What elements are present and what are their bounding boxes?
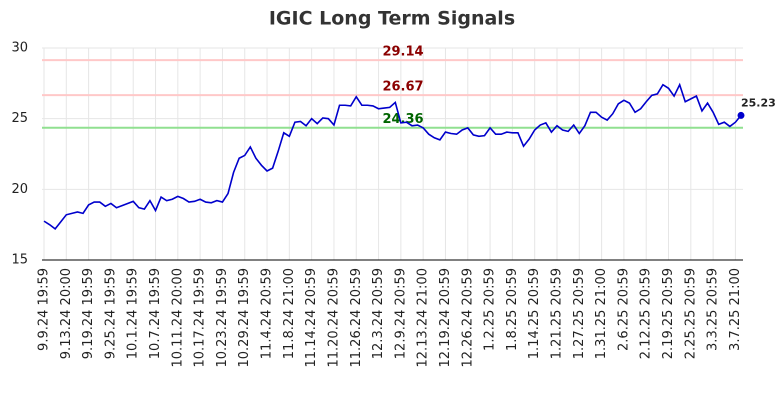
x-tick-label: 10.11.24 20:00	[170, 268, 185, 368]
x-tick-label: 9.25.24 19:59	[103, 268, 118, 359]
x-tick-label: 1.2.25 20:59	[483, 268, 498, 351]
x-tick-label: 3.3.25 20:59	[706, 268, 721, 351]
x-tick-label: 10.1.24 19:59	[126, 268, 141, 359]
price-line	[43, 82, 742, 231]
x-tick-label: 1.14.25 20:59	[527, 268, 542, 359]
x-tick-label: 12.26.24 20:59	[460, 268, 475, 368]
x-tick-label: 9.13.24 20:00	[59, 268, 74, 359]
x-tick-label: 2.6.25 20:59	[616, 268, 631, 351]
last-value-label: 25.23	[741, 96, 776, 109]
x-tick-label: 1.8.25 20:59	[505, 268, 520, 351]
x-tick-label: 2.19.25 20:59	[661, 268, 676, 359]
y-tick-label: 25	[11, 111, 28, 126]
x-tick-label: 10.29.24 19:59	[237, 268, 252, 368]
x-tick-label: 1.27.25 20:59	[572, 268, 587, 359]
x-tick-label: 12.13.24 21:00	[416, 268, 431, 368]
x-tick-label: 11.14.24 20:59	[304, 268, 319, 368]
y-tick-label: 20	[11, 182, 28, 197]
x-tick-label: 10.23.24 19:59	[215, 268, 230, 368]
x-tick-label: 12.3.24 20:59	[371, 268, 386, 359]
x-tick-label: 9.9.24 19:59	[37, 268, 52, 351]
x-tick-label: 10.7.24 19:59	[148, 268, 163, 359]
x-tick-label: 1.31.25 21:00	[594, 268, 609, 359]
x-tick-label: 9.19.24 19:59	[81, 268, 96, 359]
x-tick-label: 11.4.24 20:59	[260, 268, 275, 359]
x-tick-label: 12.9.24 20:59	[393, 268, 408, 359]
x-tick-label: 12.19.24 20:59	[438, 268, 453, 368]
last-point	[737, 111, 745, 119]
x-tick-label: 10.17.24 19:59	[193, 268, 208, 368]
signal-label: 24.36	[382, 112, 423, 127]
x-tick-label: 11.26.24 20:59	[349, 268, 364, 368]
chart-title: IGIC Long Term Signals	[269, 8, 515, 30]
x-tick-label: 11.20.24 20:59	[326, 268, 341, 368]
x-tick-label: 11.8.24 21:00	[282, 268, 297, 359]
y-tick-label: 15	[11, 253, 28, 268]
x-tick-label: 2.25.25 20:59	[683, 268, 698, 359]
signal-label: 29.14	[382, 45, 423, 60]
x-tick-label: 3.7.25 21:00	[728, 268, 743, 351]
x-tick-label: 1.21.25 20:59	[549, 268, 564, 359]
signal-label: 26.67	[382, 80, 423, 95]
x-tick-label: 2.12.25 20:59	[639, 268, 654, 359]
y-tick-label: 30	[11, 41, 28, 56]
